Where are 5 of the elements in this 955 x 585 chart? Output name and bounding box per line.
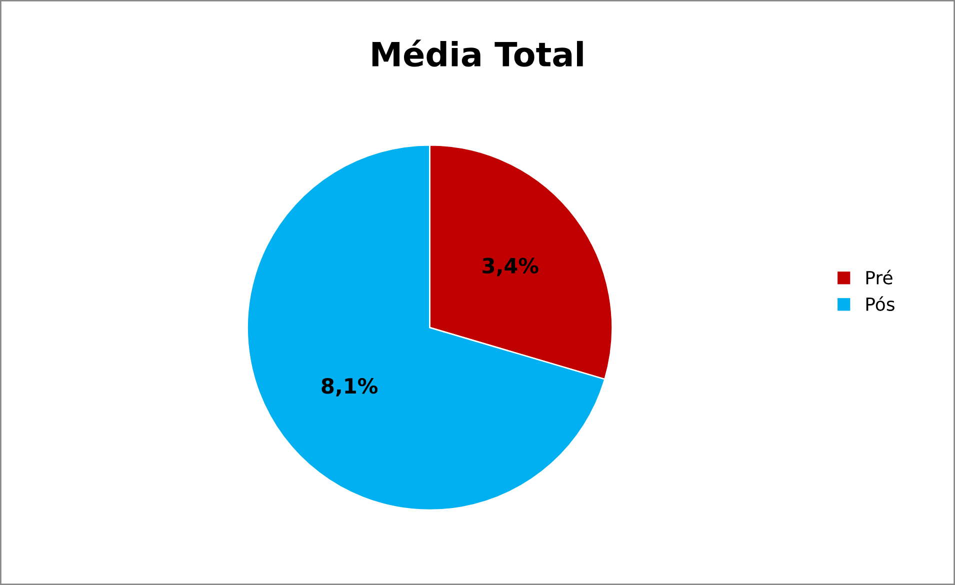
chart-title: Média Total (372, 40, 583, 67)
data-label: 8,1% (322, 378, 378, 396)
legend-label: Pré (866, 270, 892, 284)
data-label: 3,4% (482, 258, 538, 276)
legend-label: Pós (866, 296, 894, 311)
